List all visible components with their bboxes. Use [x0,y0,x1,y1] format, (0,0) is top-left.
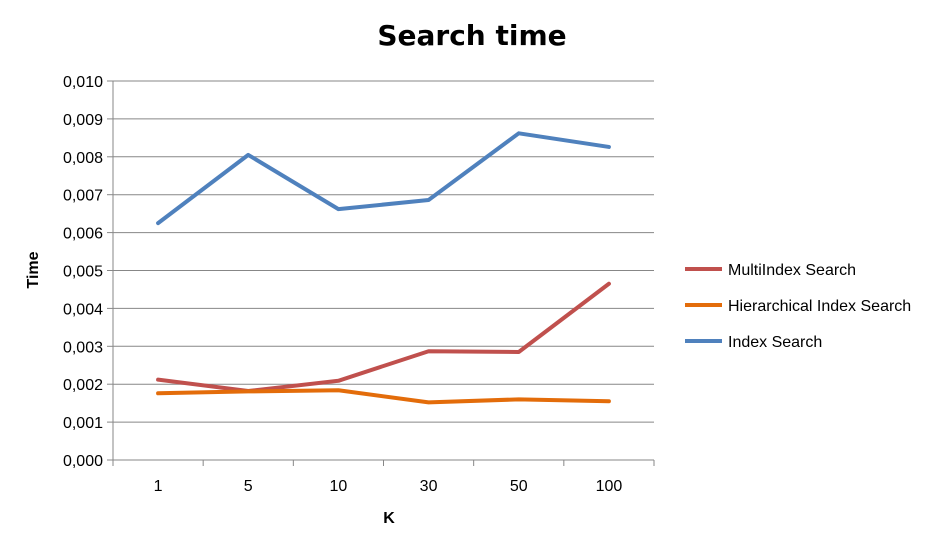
x-axis-label: K [383,510,395,527]
x-tick-label: 5 [244,478,253,495]
y-tick-label: 0,001 [63,415,103,432]
gridlines [107,80,654,461]
x-tick-label: 100 [596,478,623,495]
x-tick-label: 50 [510,478,528,495]
legend-item: Index Search [685,334,822,351]
y-tick-labels: 0,000 0,001 0,002 0,003 0,004 0,005 0,006 0,007… [63,74,103,470]
y-tick-label: 0,005 [63,264,103,281]
series-lines [156,131,611,405]
legend-label: Hierarchical Index Search [728,298,911,315]
legend-label: Index Search [728,334,822,351]
y-tick-label: 0,009 [63,112,103,129]
y-tick-label: 0,000 [63,453,103,470]
series-line-0 [156,281,611,394]
y-tick-label: 0,004 [63,301,103,318]
y-tick-label: 0,002 [63,377,103,394]
y-tick-label: 0,008 [63,150,103,167]
legend-item: Hierarchical Index Search [685,298,911,315]
x-tick-label: 1 [154,478,163,495]
series-line-1 [156,388,611,405]
chart-title: Search time [377,19,566,52]
x-tick-label: 10 [330,478,348,495]
series-line-2 [156,131,611,226]
legend-label: MultiIndex Search [728,262,856,279]
x-tick-labels: 1 5 10 30 50 100 [154,478,623,495]
y-tick-label: 0,003 [63,339,103,356]
y-tick-label: 0,007 [63,188,103,205]
axes [112,81,655,466]
y-tick-label: 0,006 [63,226,103,243]
y-tick-label: 0,010 [63,74,103,91]
x-tick-label: 30 [420,478,438,495]
y-axis-label: Time [25,251,42,288]
legend-item: MultiIndex Search [685,262,856,279]
legend: MultiIndex Search Hierarchical Index Sear… [685,262,911,351]
